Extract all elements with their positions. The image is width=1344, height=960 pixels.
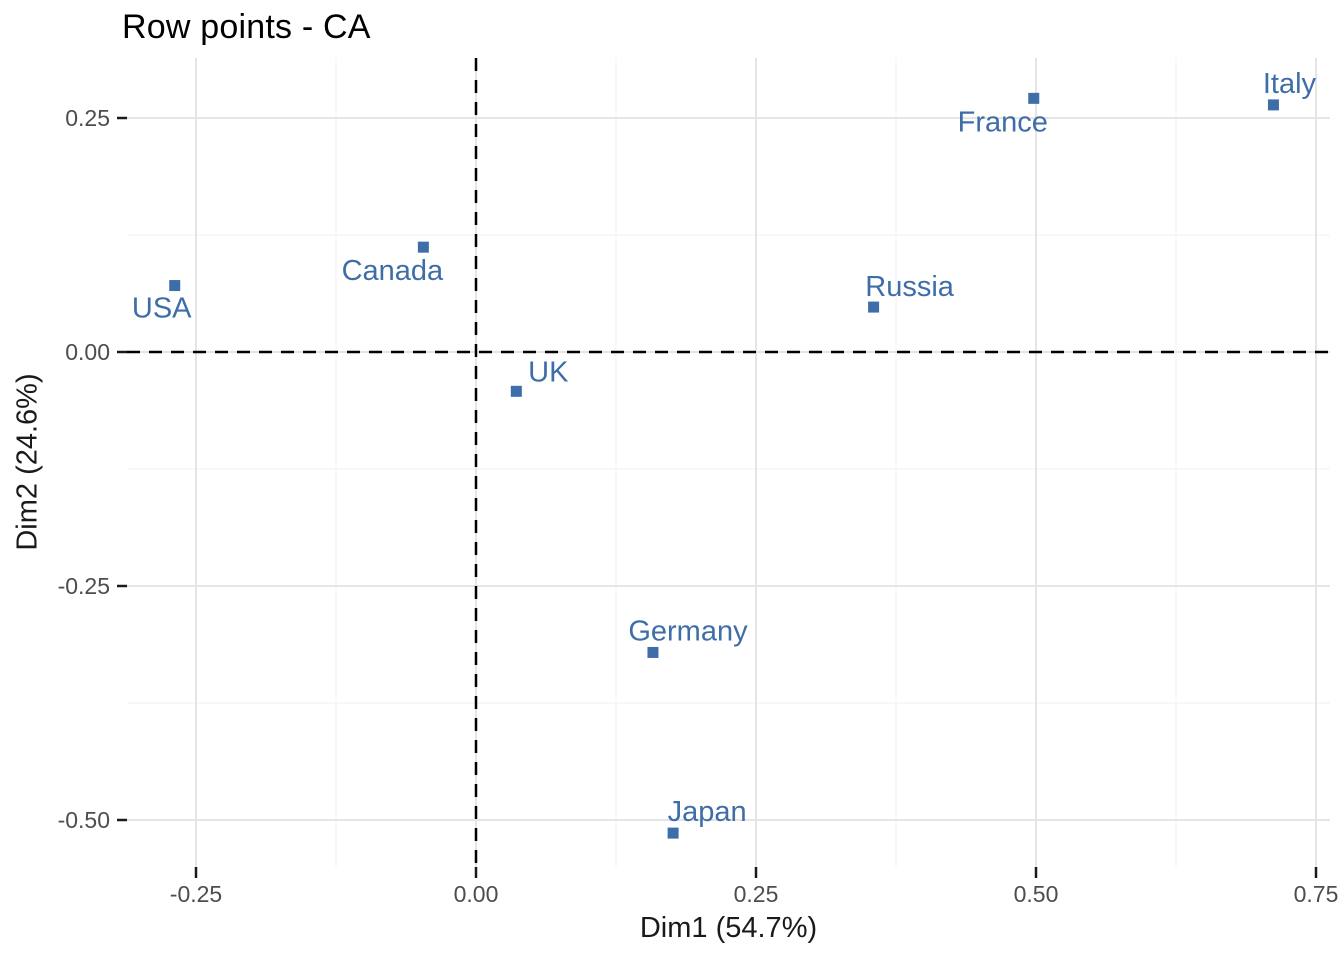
data-point-italy (1267, 99, 1279, 111)
data-point-label-usa: USA (132, 293, 192, 325)
data-point-label-russia: Russia (865, 271, 955, 303)
x-tick-label: 0.75 (1294, 881, 1339, 907)
x-axis-title: Dim1 (54.7%) (639, 912, 818, 944)
data-point-canada (417, 241, 429, 253)
data-point-uk (510, 385, 522, 397)
x-tick-label: 0.50 (1014, 881, 1059, 907)
y-tick-label: -0.25 (58, 573, 110, 599)
y-axis-title: Dim2 (24.6%) (11, 373, 44, 551)
data-point-germany (647, 646, 659, 658)
data-point-label-germany: Germany (628, 615, 748, 647)
x-tick-label: 0.00 (454, 881, 499, 907)
data-point-label-japan: Japan (668, 796, 747, 828)
data-point-label-france: France (958, 106, 1048, 138)
x-tick-label: 0.25 (734, 881, 779, 907)
data-point-usa (169, 280, 181, 292)
data-point-france (1028, 92, 1040, 104)
data-point-label-uk: UK (528, 356, 569, 388)
chart-title: Row points - CA (122, 8, 371, 46)
x-tick-label: -0.25 (170, 881, 222, 907)
data-point-japan (667, 827, 679, 839)
y-tick-label: 0.25 (65, 105, 110, 131)
data-point-label-canada: Canada (342, 255, 444, 287)
y-tick-label: -0.50 (58, 807, 110, 833)
data-point-russia (868, 301, 880, 313)
data-point-label-italy: Italy (1263, 68, 1317, 100)
y-tick-label: 0.00 (65, 339, 110, 365)
